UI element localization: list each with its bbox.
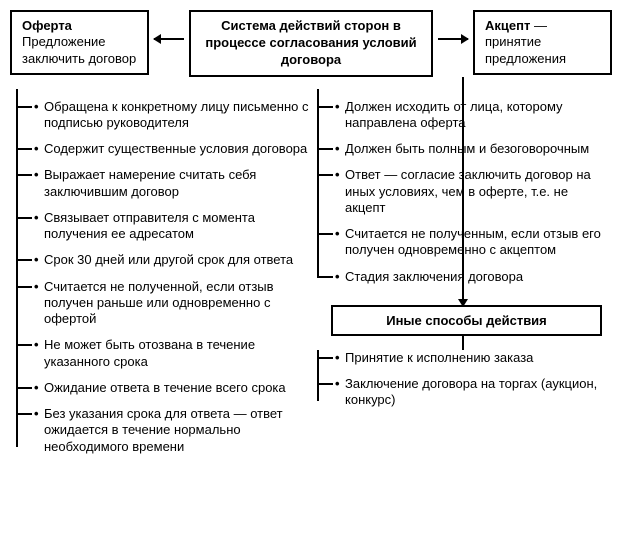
bullet-icon: • bbox=[335, 269, 340, 285]
left-item: • Содержит существенные условия договора bbox=[10, 141, 311, 157]
tick-mark bbox=[317, 148, 333, 150]
bullet-icon: • bbox=[335, 99, 340, 115]
main-body: • Обращена к конкретному лицу письменно с… bbox=[10, 99, 612, 465]
bullet-icon: • bbox=[335, 226, 340, 242]
accept-subtitle: принятие предложения bbox=[485, 34, 566, 65]
right-item: • Ответ — согласие заключить договор на и… bbox=[311, 167, 612, 216]
bullet-icon: • bbox=[34, 279, 39, 295]
right-list: • Должен исходить от лица, которому напра… bbox=[311, 99, 612, 285]
tick-mark bbox=[16, 106, 32, 108]
tick-mark bbox=[16, 344, 32, 346]
left-item: • Без указания срока для ответа — ответ о… bbox=[10, 406, 311, 455]
left-item-text: Не может быть отозвана в течение указанн… bbox=[44, 337, 255, 368]
left-item: • Связывает отправителя с момента получен… bbox=[10, 210, 311, 243]
arrow-right bbox=[438, 38, 468, 40]
left-list: • Обращена к конкретному лицу письменно с… bbox=[10, 99, 311, 455]
sub-box-title: Иные способы действия bbox=[386, 313, 547, 328]
sub-list: • Принятие к исполнению заказа • Заключение… bbox=[311, 350, 612, 409]
sub-wrap: Иные способы действия • Принятие к исполн… bbox=[311, 305, 612, 409]
right-item: • Стадия заключения договора bbox=[311, 269, 612, 285]
bullet-icon: • bbox=[335, 376, 340, 392]
tick-mark bbox=[317, 383, 333, 385]
tick-mark bbox=[317, 357, 333, 359]
center-box: Система действий сторон в процессе согла… bbox=[189, 10, 433, 77]
bullet-icon: • bbox=[335, 141, 340, 157]
right-item: • Должен быть полным и безоговорочным bbox=[311, 141, 612, 157]
tick-mark bbox=[16, 259, 32, 261]
sub-item: • Принятие к исполнению заказа bbox=[311, 350, 612, 366]
right-item-text: Ответ — согласие заключить договор на ин… bbox=[345, 167, 591, 215]
left-item-text: Связывает отправителя с момента получени… bbox=[44, 210, 255, 241]
offer-title: Оферта bbox=[22, 18, 72, 33]
left-item-text: Срок 30 дней или другой срок для ответа bbox=[44, 252, 293, 267]
arrow-left bbox=[154, 38, 184, 40]
sub-item-text: Заключение договора на торгах (аукцион, … bbox=[345, 376, 597, 407]
bullet-icon: • bbox=[335, 167, 340, 183]
center-text: Система действий сторон в процессе согла… bbox=[205, 18, 416, 67]
accept-box: Акцепт — принятие предложения bbox=[473, 10, 612, 75]
tick-mark bbox=[317, 276, 333, 278]
tick-mark bbox=[317, 106, 333, 108]
left-item-text: Выражает намерение считать себя заключив… bbox=[44, 167, 256, 198]
right-item-text: Должен исходить от лица, которому направ… bbox=[345, 99, 563, 130]
tick-mark bbox=[317, 233, 333, 235]
right-column: • Должен исходить от лица, которому напра… bbox=[311, 99, 612, 465]
bullet-icon: • bbox=[34, 141, 39, 157]
bullet-icon: • bbox=[34, 167, 39, 183]
right-item: • Должен исходить от лица, которому напра… bbox=[311, 99, 612, 132]
sub-item-text: Принятие к исполнению заказа bbox=[345, 350, 533, 365]
bullet-icon: • bbox=[34, 252, 39, 268]
left-item-text: Содержит существенные условия договора bbox=[44, 141, 307, 156]
bullet-icon: • bbox=[34, 210, 39, 226]
right-item-text: Считается не полученным, если отзыв его … bbox=[345, 226, 601, 257]
tick-mark bbox=[16, 217, 32, 219]
bullet-icon: • bbox=[335, 350, 340, 366]
left-item-text: Без указания срока для ответа — ответ ож… bbox=[44, 406, 283, 454]
sub-connector bbox=[462, 336, 464, 350]
left-item-text: Обращена к конкретному лицу письменно с … bbox=[44, 99, 308, 130]
tick-mark bbox=[16, 286, 32, 288]
accept-title: Акцепт bbox=[485, 18, 530, 33]
offer-box: Оферта Предложение заключить договор bbox=[10, 10, 149, 75]
left-item: • Выражает намерение считать себя заключи… bbox=[10, 167, 311, 200]
arrow-down-head bbox=[458, 299, 468, 307]
bullet-icon: • bbox=[34, 337, 39, 353]
right-item-text: Должен быть полным и безоговорочным bbox=[345, 141, 589, 156]
top-row: Оферта Предложение заключить договор Сис… bbox=[10, 10, 612, 77]
bullet-icon: • bbox=[34, 99, 39, 115]
tick-mark bbox=[16, 413, 32, 415]
left-item: • Считается не полученной, если отзыв пол… bbox=[10, 279, 311, 328]
bullet-icon: • bbox=[34, 406, 39, 422]
accept-dash: — bbox=[530, 18, 547, 33]
left-item-text: Считается не полученной, если отзыв полу… bbox=[44, 279, 274, 327]
right-item: • Считается не полученным, если отзыв его… bbox=[311, 226, 612, 259]
left-item: • Ожидание ответа в течение всего срока bbox=[10, 380, 311, 396]
tick-mark bbox=[16, 387, 32, 389]
sub-box: Иные способы действия bbox=[331, 305, 602, 336]
left-column: • Обращена к конкретному лицу письменно с… bbox=[10, 99, 311, 465]
left-item-text: Ожидание ответа в течение всего срока bbox=[44, 380, 286, 395]
bullet-icon: • bbox=[34, 380, 39, 396]
offer-subtitle: Предложение заключить договор bbox=[22, 34, 136, 65]
left-item: • Не может быть отозвана в течение указан… bbox=[10, 337, 311, 370]
sub-item: • Заключение договора на торгах (аукцион,… bbox=[311, 376, 612, 409]
left-item: • Срок 30 дней или другой срок для ответа bbox=[10, 252, 311, 268]
left-item: • Обращена к конкретному лицу письменно с… bbox=[10, 99, 311, 132]
right-item-text: Стадия заключения договора bbox=[345, 269, 523, 284]
tick-mark bbox=[16, 148, 32, 150]
tick-mark bbox=[317, 174, 333, 176]
diagram-root: Оферта Предложение заключить договор Сис… bbox=[10, 10, 612, 465]
tick-mark bbox=[16, 174, 32, 176]
